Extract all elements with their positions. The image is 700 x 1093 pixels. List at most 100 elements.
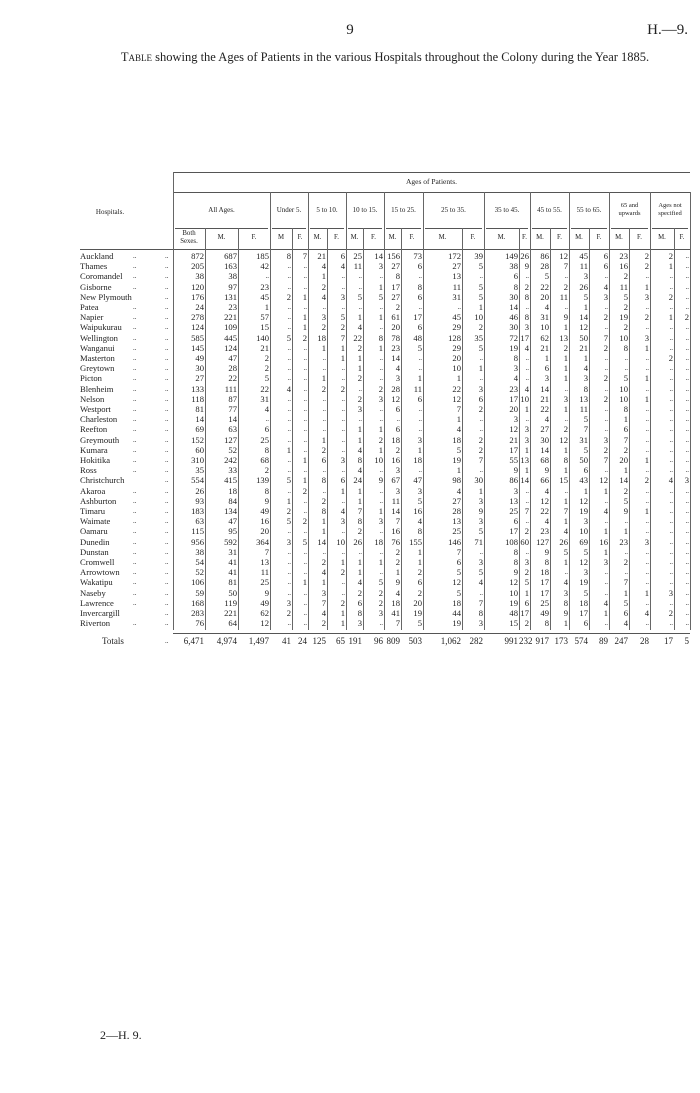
table-cell: 62 xyxy=(540,332,549,343)
table-cell: .. xyxy=(379,272,384,281)
table-cell: 20 xyxy=(413,597,422,608)
table-cell: 5 xyxy=(378,577,383,588)
table-cell: .. xyxy=(303,619,308,628)
table-cell: .. xyxy=(303,588,308,597)
table-cell: .. xyxy=(645,496,650,505)
table-row: Masterton.... 49 47 2...... 1 1.. 14.. 20.. 8.. 1… xyxy=(80,353,690,363)
table-cell: 4 xyxy=(357,465,362,476)
table-cell: 3 xyxy=(340,516,345,527)
table-cell: .. xyxy=(645,517,650,526)
table-cell: 12 xyxy=(391,393,400,404)
leader-dots: .. xyxy=(165,435,169,444)
table-cell: .. xyxy=(341,578,346,587)
table-cell: .. xyxy=(685,323,690,332)
table-cell: 1 xyxy=(563,444,568,455)
table-cell: 242 xyxy=(224,455,237,465)
table-cell: 4 xyxy=(357,577,362,588)
table-cell: 5 xyxy=(583,587,588,598)
table-cell: 4 xyxy=(603,281,608,292)
table-cell: 35 xyxy=(474,332,483,343)
table-cell: 25 xyxy=(452,526,461,537)
table-cell: 22 xyxy=(540,506,549,516)
table-cell: 11 xyxy=(579,261,588,272)
hospital-name: Charleston xyxy=(80,414,118,425)
table-cell: 9 xyxy=(623,506,628,516)
table-cell: .. xyxy=(479,466,484,475)
table-cell: 1 xyxy=(357,312,362,323)
table-cell: 185 xyxy=(256,251,269,261)
table-cell: 8 xyxy=(395,271,400,282)
table-cell: 9 xyxy=(264,587,269,598)
column-rule xyxy=(674,228,675,630)
table-cell: 2 xyxy=(321,383,326,394)
sub-header: M. xyxy=(388,234,397,241)
table-cell: 30 xyxy=(540,434,549,445)
table-cell: 3 xyxy=(524,424,529,435)
table-cell: 7 xyxy=(395,516,400,527)
table-cell: .. xyxy=(669,303,674,311)
table-cell: .. xyxy=(525,354,530,362)
table-cell: .. xyxy=(322,486,327,495)
table-cell: 31 xyxy=(260,393,269,404)
leader-dots: .. xyxy=(133,527,137,536)
table-cell: 96 xyxy=(374,636,383,647)
table-cell: 13 xyxy=(260,557,269,567)
table-cell: 1 xyxy=(357,363,362,374)
table-cell: 1 xyxy=(302,455,307,465)
table-cell: 5 xyxy=(286,332,291,343)
table-cell: 1 xyxy=(357,557,362,567)
table-cell: 21 xyxy=(509,434,518,445)
column-rule xyxy=(384,192,385,630)
column-rule xyxy=(609,192,610,630)
table-cell: 1 xyxy=(563,404,568,414)
rule xyxy=(173,172,690,173)
table-cell: 7 xyxy=(321,597,326,608)
table-cell: 12 xyxy=(559,251,568,261)
table-cell: 14 xyxy=(195,414,204,425)
sub-header: M. xyxy=(497,234,506,241)
table-cell: 19 xyxy=(579,577,588,588)
table-cell: 23 xyxy=(619,251,628,261)
table-cell: 4 xyxy=(321,291,326,302)
table-cell: .. xyxy=(379,619,384,628)
table-cell: 1 xyxy=(563,363,568,374)
table-cell: .. xyxy=(645,364,650,373)
table-cell: 17 xyxy=(413,312,422,323)
age-group-header: Ages not specified xyxy=(658,202,682,217)
table-cell: 4 xyxy=(544,414,549,425)
table-cell: 12 xyxy=(452,393,461,404)
table-cell: 17 xyxy=(520,332,529,343)
rule xyxy=(532,228,567,229)
table-cell: 2 xyxy=(302,485,307,496)
table-cell: 25 xyxy=(509,506,518,516)
sub-header: F. xyxy=(251,234,257,241)
table-cell: .. xyxy=(685,394,690,403)
table-cell: .. xyxy=(685,609,690,617)
table-cell: .. xyxy=(564,272,569,281)
table-cell: .. xyxy=(418,466,423,475)
table-cell: 9 xyxy=(544,465,549,476)
table-cell: .. xyxy=(379,405,384,413)
table-cell: 27 xyxy=(452,261,461,272)
table-cell: .. xyxy=(379,496,384,505)
table-cell: 106 xyxy=(191,577,204,588)
table-row: Timaru.... 183 134 49 2.. 8 4 7 1 14 16 28 9 25 7 22 7 19… xyxy=(80,506,690,516)
table-cell: 10 xyxy=(619,332,628,343)
table-cell: 9 xyxy=(513,465,518,476)
table-cell: .. xyxy=(685,303,690,311)
sub-header: F. xyxy=(557,234,562,241)
table-cell: 8 xyxy=(623,342,628,353)
table-cell: 86 xyxy=(540,251,549,261)
leader-dots: .. xyxy=(133,323,137,332)
age-group-header: 45 to 55. xyxy=(537,206,562,214)
table-cell: 5 xyxy=(478,281,483,292)
table-cell: 13 xyxy=(509,495,518,506)
table-cell: 2 xyxy=(357,342,362,353)
table-cell: 4 xyxy=(668,475,673,486)
table-cell: .. xyxy=(604,323,609,332)
table-cell: .. xyxy=(685,578,690,587)
table-cell: .. xyxy=(685,558,690,566)
hospital-name: Arrowtown xyxy=(80,567,120,578)
table-cell: 2 xyxy=(264,465,269,476)
table-cell: 1 xyxy=(321,373,326,384)
